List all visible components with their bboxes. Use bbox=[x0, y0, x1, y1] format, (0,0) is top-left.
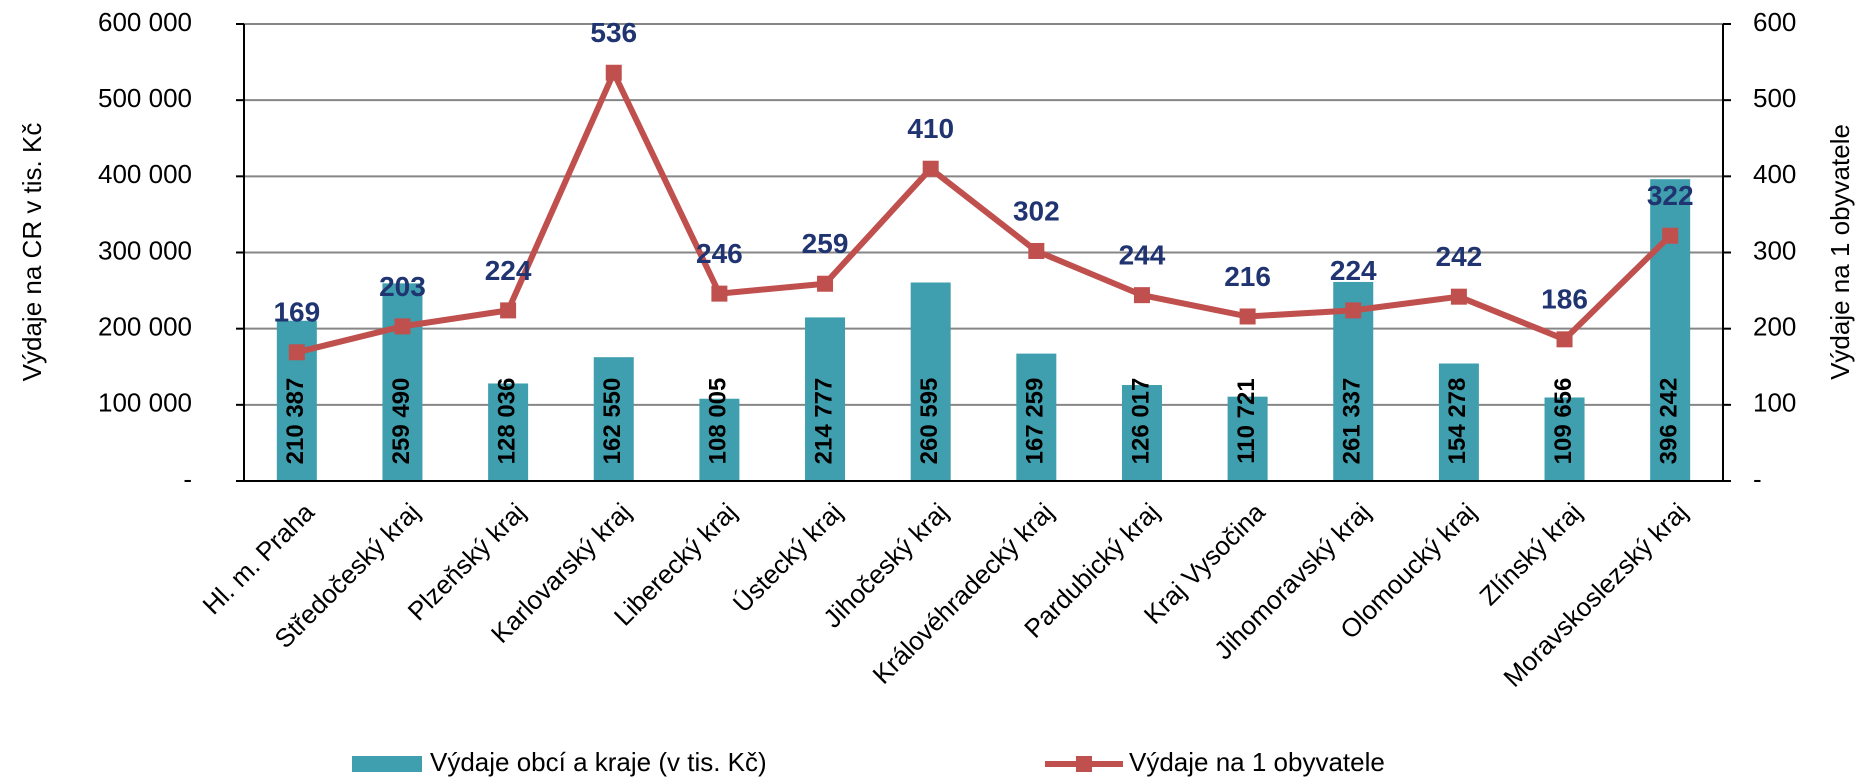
line bbox=[296, 69, 1673, 356]
y2-tick-label: 100 bbox=[1753, 388, 1796, 418]
bar-value-label: 167 259 bbox=[1022, 378, 1049, 465]
y2-tick-label: 600 bbox=[1753, 7, 1796, 37]
y2-tick-label: - bbox=[1753, 464, 1762, 494]
bar-value-label: 214 777 bbox=[810, 378, 837, 465]
y-tick-label: 400 000 bbox=[98, 159, 192, 189]
y2-tick-label: 300 bbox=[1753, 235, 1796, 265]
line-value-label: 410 bbox=[907, 113, 954, 144]
bar-value-label: 110 721 bbox=[1233, 378, 1260, 463]
bar bbox=[1544, 397, 1585, 481]
bar bbox=[1016, 353, 1057, 481]
y-tick-label: - bbox=[183, 464, 192, 494]
line-marker bbox=[711, 285, 728, 302]
legend-swatch-marker bbox=[1076, 756, 1092, 772]
y-axis-title: Výdaje na CR v tis. Kč bbox=[17, 123, 47, 382]
bar-value-label: 259 490 bbox=[388, 378, 415, 465]
line-value-label: 246 bbox=[696, 238, 743, 269]
line-value-label: 259 bbox=[802, 228, 849, 259]
bar-value-label: 261 337 bbox=[1339, 378, 1366, 465]
y2-tick-label: 200 bbox=[1753, 312, 1796, 342]
line-value-label: 169 bbox=[273, 297, 320, 328]
legend-label: Výdaje na 1 obyvatele bbox=[1129, 747, 1385, 777]
line-value-label: 536 bbox=[590, 17, 637, 48]
line-value-label: 203 bbox=[379, 271, 426, 302]
line-value-label: 186 bbox=[1541, 284, 1588, 315]
bar bbox=[699, 398, 740, 481]
bar bbox=[1121, 385, 1162, 481]
bar bbox=[1227, 396, 1268, 481]
line-marker bbox=[1345, 302, 1362, 319]
bar bbox=[1438, 363, 1479, 481]
line-marker bbox=[1662, 227, 1679, 244]
line-marker bbox=[1028, 242, 1045, 259]
y-tick-label: 200 000 bbox=[98, 312, 192, 342]
line-value-label: 302 bbox=[1013, 195, 1060, 226]
line-marker bbox=[1450, 288, 1467, 305]
bar bbox=[488, 383, 529, 481]
bar bbox=[382, 283, 423, 481]
line-marker bbox=[1239, 308, 1256, 325]
y2-tick-label: 500 bbox=[1753, 83, 1796, 113]
bar-value-label: 210 387 bbox=[282, 378, 309, 465]
bar-value-label: 154 278 bbox=[1444, 378, 1471, 465]
line-value-label: 224 bbox=[485, 255, 532, 286]
line-value-label: 216 bbox=[1224, 261, 1271, 292]
bar bbox=[593, 357, 634, 481]
line-marker bbox=[1133, 287, 1150, 304]
y-tick-label: 600 000 bbox=[98, 7, 192, 37]
x-tick-label: Moravskoslezský kraj bbox=[1497, 497, 1693, 693]
line-marker bbox=[500, 302, 517, 319]
line-marker bbox=[605, 64, 622, 81]
x-tick-label: Královéhradecký kraj bbox=[867, 497, 1060, 690]
x-tick-label: Zlínský kraj bbox=[1473, 497, 1587, 611]
line-marker bbox=[288, 344, 305, 361]
legend-label: Výdaje obcí a kraje (v tis. Kč) bbox=[430, 747, 767, 777]
bar-value-label: 109 656 bbox=[1550, 378, 1577, 465]
y2-axis-title: Výdaje na 1 obyvatele bbox=[1825, 124, 1855, 380]
bar-value-label: 108 005 bbox=[705, 378, 732, 465]
line-marker bbox=[922, 160, 939, 177]
y-tick-label: 500 000 bbox=[98, 83, 192, 113]
bar-value-label: 396 242 bbox=[1656, 378, 1683, 465]
y-tick-label: 300 000 bbox=[98, 235, 192, 265]
line-marker bbox=[1556, 331, 1573, 348]
y2-tick-label: 400 bbox=[1753, 159, 1796, 189]
line-value-label: 244 bbox=[1119, 240, 1166, 271]
bar bbox=[910, 282, 951, 481]
bar-value-label: 128 036 bbox=[493, 378, 520, 465]
y-tick-label: 100 000 bbox=[98, 388, 192, 418]
line-value-label: 242 bbox=[1436, 241, 1483, 272]
bar-value-label: 260 595 bbox=[916, 378, 943, 465]
line-value-label: 224 bbox=[1330, 255, 1377, 286]
bar-value-label: 162 550 bbox=[599, 378, 626, 465]
bar-value-label: 126 017 bbox=[1127, 378, 1154, 465]
line-marker bbox=[394, 318, 411, 335]
legend-swatch bbox=[352, 756, 422, 772]
line-value-label: 322 bbox=[1647, 180, 1694, 211]
line-marker bbox=[817, 275, 834, 292]
bar bbox=[805, 317, 846, 481]
